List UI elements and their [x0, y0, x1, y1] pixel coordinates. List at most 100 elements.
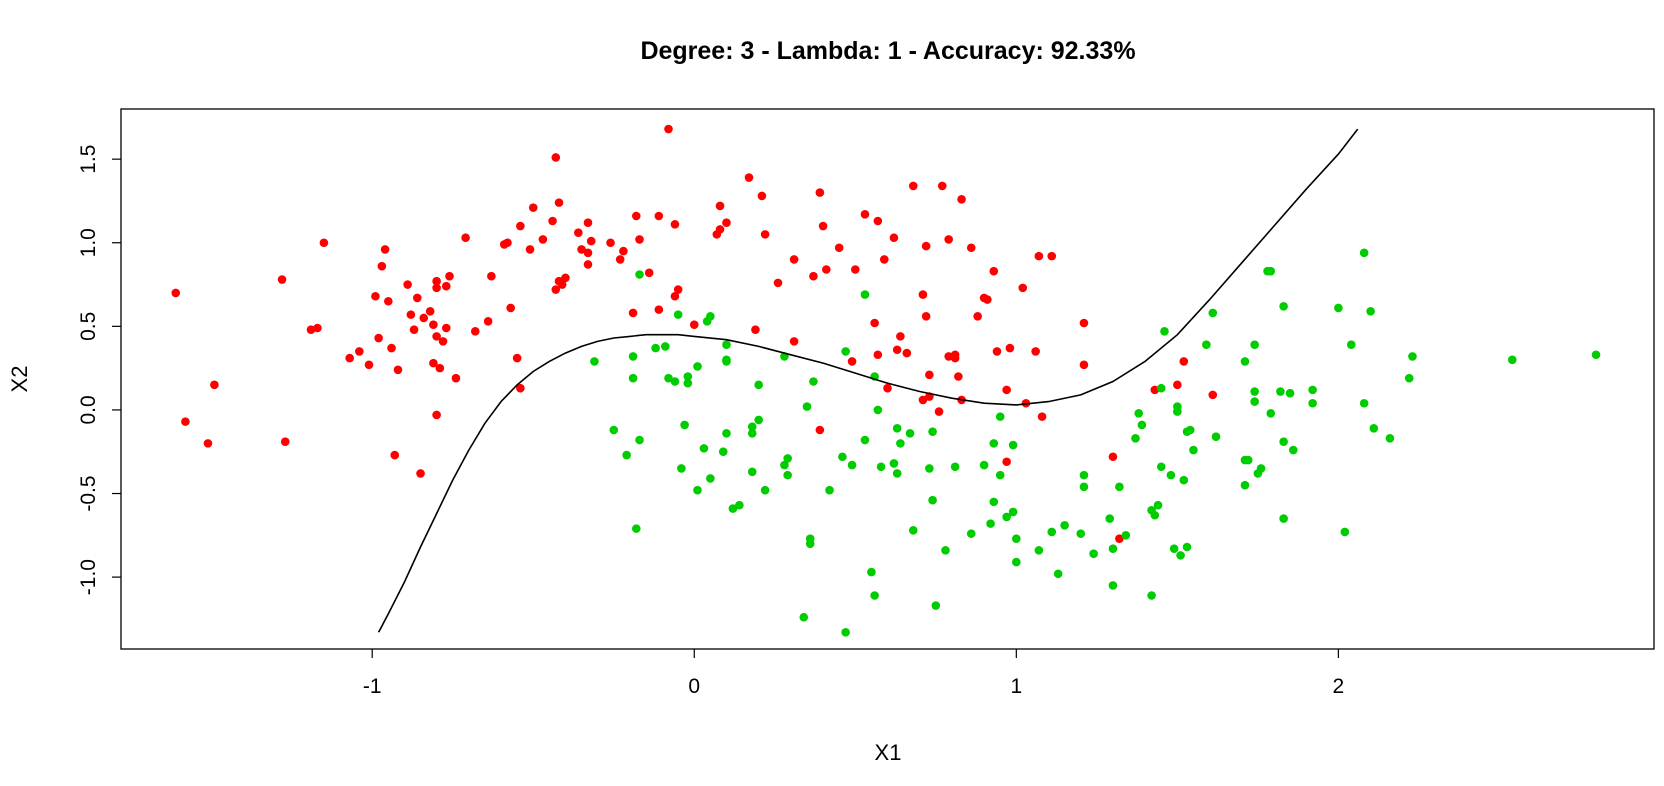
data-point	[384, 296, 393, 306]
x-axis-label: X1	[875, 740, 902, 765]
data-point	[783, 470, 792, 480]
data-point	[1279, 301, 1288, 311]
data-point	[355, 347, 364, 356]
decision-boundary-curve	[377, 128, 1359, 633]
data-point	[860, 210, 870, 219]
data-point	[706, 474, 715, 483]
data-point	[583, 248, 593, 258]
data-point	[954, 372, 963, 381]
data-point	[677, 464, 686, 473]
data-point	[966, 529, 976, 538]
data-point	[931, 601, 941, 610]
data-point	[1134, 408, 1144, 418]
data-point	[561, 273, 570, 283]
y-tick-label: 1.0	[77, 228, 100, 257]
data-point	[171, 288, 181, 298]
data-point	[1108, 452, 1118, 462]
y-tick-label: -1.0	[77, 559, 100, 595]
data-point	[773, 278, 783, 288]
data-point	[654, 305, 664, 314]
data-point	[660, 342, 670, 351]
data-point	[619, 246, 628, 256]
data-point	[313, 323, 322, 333]
data-point	[280, 437, 290, 446]
data-point	[1346, 340, 1356, 350]
data-point	[950, 353, 960, 363]
data-point	[1240, 480, 1250, 490]
data-point	[747, 422, 757, 431]
data-point	[554, 198, 564, 207]
data-point	[306, 325, 316, 334]
data-point	[1005, 343, 1015, 353]
data-point	[1008, 440, 1018, 450]
data-point	[693, 485, 702, 495]
data-point	[483, 317, 493, 326]
data-point	[364, 360, 374, 370]
data-point	[615, 255, 625, 264]
y-tick-label: 1.5	[77, 145, 100, 174]
data-point	[783, 454, 792, 463]
data-point	[516, 383, 525, 393]
data-point	[892, 424, 902, 433]
data-point	[635, 235, 644, 244]
data-point	[818, 221, 828, 231]
data-point	[722, 355, 731, 365]
data-point	[747, 467, 757, 477]
data-point	[1404, 373, 1414, 383]
data-point	[1179, 475, 1189, 485]
data-point	[654, 211, 664, 221]
data-point	[406, 310, 416, 319]
data-point	[925, 464, 934, 473]
data-point	[441, 281, 451, 291]
data-point	[1047, 527, 1057, 537]
data-point	[896, 439, 905, 448]
data-point	[1176, 551, 1185, 560]
data-point	[693, 362, 702, 371]
data-point	[1002, 512, 1011, 522]
data-point	[889, 233, 899, 243]
data-point	[412, 293, 422, 303]
data-point	[319, 238, 329, 248]
data-point	[432, 332, 441, 341]
data-point	[1012, 557, 1021, 567]
data-point	[590, 357, 599, 366]
data-point	[670, 291, 680, 301]
data-point	[892, 469, 902, 478]
data-point	[528, 203, 538, 212]
data-point	[628, 308, 638, 318]
y-axis-label: X2	[7, 366, 32, 393]
data-point	[921, 312, 931, 321]
data-point	[1105, 514, 1115, 523]
data-point	[1208, 390, 1218, 400]
data-point	[1173, 380, 1182, 390]
data-point	[390, 450, 400, 460]
data-point	[380, 245, 390, 254]
data-point	[1108, 544, 1118, 553]
data-point	[441, 323, 451, 333]
data-point	[1189, 445, 1198, 455]
data-point	[873, 216, 883, 226]
data-point	[1160, 327, 1169, 336]
data-point	[1185, 425, 1195, 435]
data-point	[583, 260, 593, 269]
data-point	[847, 460, 857, 470]
data-point	[506, 303, 515, 313]
data-point	[1308, 385, 1317, 395]
data-point	[944, 352, 953, 361]
y-tick-label: -0.5	[77, 475, 100, 511]
data-point	[908, 181, 918, 191]
data-point	[841, 347, 850, 356]
data-point	[409, 325, 419, 334]
data-point	[577, 245, 586, 254]
data-point	[628, 352, 638, 361]
data-point	[393, 365, 403, 375]
data-point	[1250, 397, 1259, 406]
data-point	[928, 495, 937, 505]
data-point	[1279, 514, 1288, 523]
data-point	[1366, 306, 1375, 316]
data-point	[892, 345, 902, 355]
data-point	[722, 218, 731, 227]
data-point	[429, 358, 438, 368]
data-point	[1156, 383, 1166, 393]
data-point	[416, 469, 425, 478]
